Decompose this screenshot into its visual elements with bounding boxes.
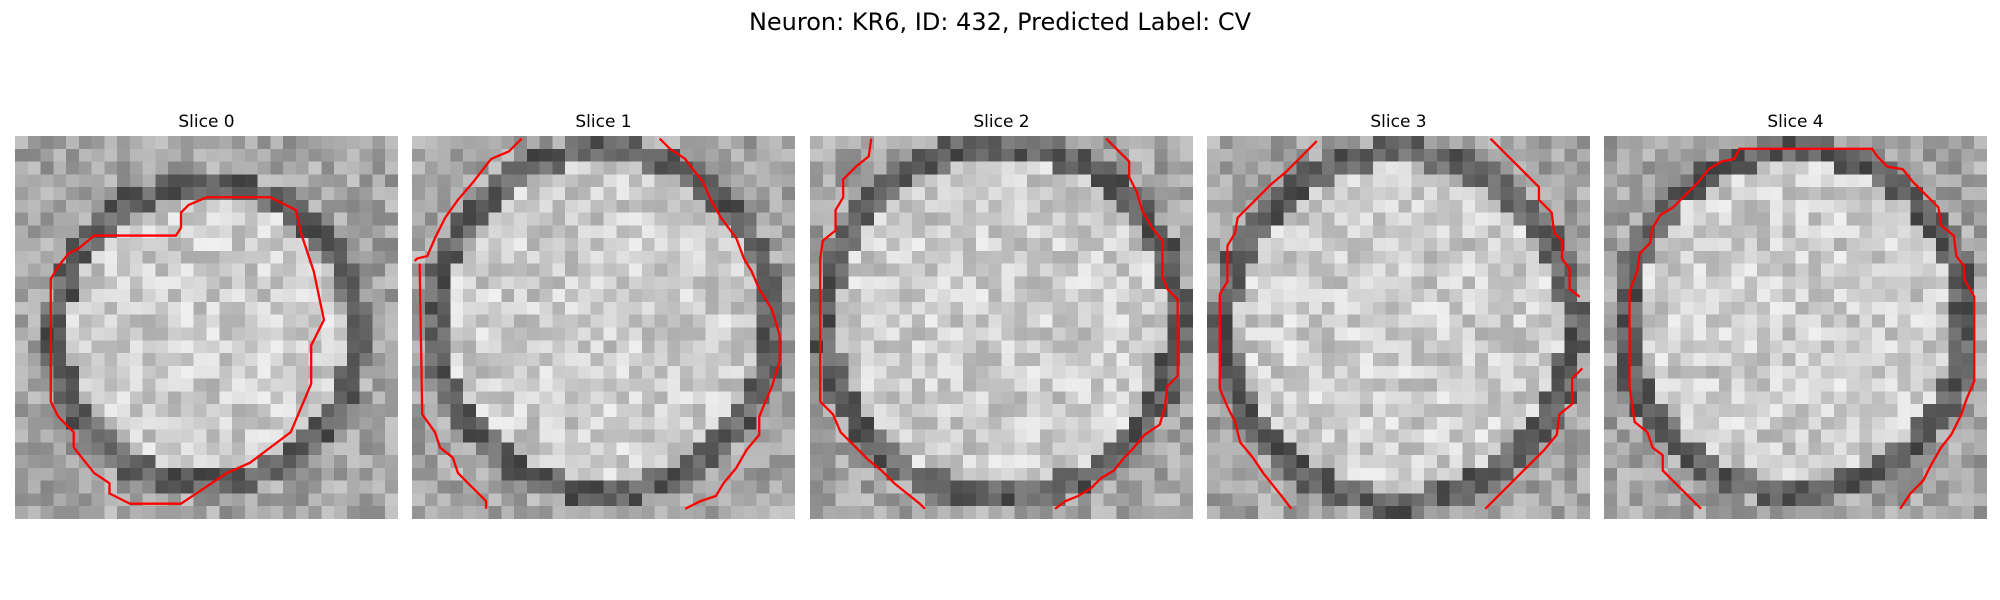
slice-image-4 (1604, 136, 1987, 519)
slice-title-4: Slice 4 (1767, 112, 1824, 132)
contour-0 (49, 196, 326, 505)
contour-3-right (1489, 137, 1581, 298)
figure-title: Neuron: KR6, ID: 432, Predicted Label: C… (748, 8, 1252, 36)
slice-title-1: Slice 1 (575, 112, 632, 132)
slice-panel-3: Slice 3 (1207, 110, 1590, 519)
slice-image-3 (1207, 136, 1590, 519)
pixel-grid-0 (15, 136, 398, 519)
pixel-grid-2 (810, 136, 1193, 519)
contour-3-right-lower (1484, 367, 1584, 510)
contour-2-left (819, 138, 926, 510)
slice-panel-4: Slice 4 (1604, 110, 1987, 519)
slice-title-3: Slice 3 (1370, 112, 1427, 132)
slice-panel-2: Slice 2 (810, 110, 1193, 519)
slice-title-2: Slice 2 (973, 112, 1030, 132)
slice-panel-0: Slice 0 (15, 110, 398, 519)
contour-2-right (1054, 137, 1179, 510)
contour-3-left (1218, 140, 1318, 510)
slice-title-0: Slice 0 (178, 112, 235, 132)
slice-image-2 (810, 136, 1193, 519)
slice-image-0 (15, 136, 398, 519)
contour-1-left (413, 137, 523, 262)
slice-panel-1: Slice 1 (412, 110, 795, 519)
contour-1-left-lower (418, 263, 488, 509)
slice-image-1 (412, 136, 795, 519)
contour-1-right (658, 137, 781, 510)
pixel-grid-1 (412, 136, 795, 519)
contour-4 (1628, 147, 1976, 510)
pixel-grid-4 (1604, 136, 1987, 519)
